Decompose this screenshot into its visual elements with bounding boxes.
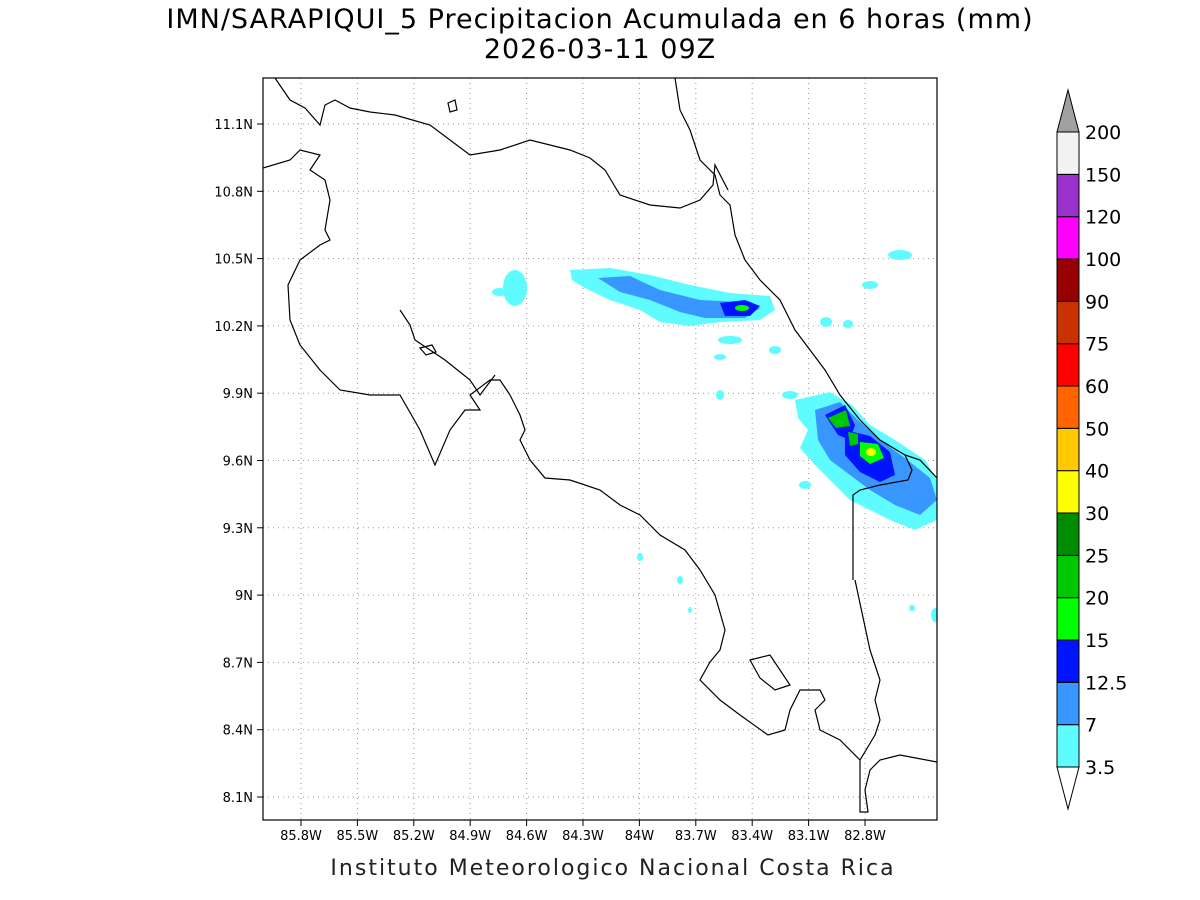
legend-color-bin [1056,554,1080,599]
lon-tick-label: 84.9W [449,829,491,844]
color-legend: 3.5 7 12.5 15 20 25 30 40 50 60 75 90 100 120 150 200 [1056,88,1127,811]
legend-color-bin [1056,639,1080,683]
legend-upper-arrow [1056,88,1080,133]
legend-lower-arrow [1056,766,1080,811]
lat-tick-label: 8.4N [223,724,253,739]
legend-level-label: 200 [1085,122,1121,144]
lat-tick-label: 9.9N [223,387,253,402]
nicoya-inner [399,309,496,397]
lat-tick-label: 10.8N [214,185,253,200]
legend-color-bin [1056,173,1080,218]
legend-color-bin [1056,258,1080,302]
map-title: IMN/SARAPIQUI_5 Precipitacion Acumulada … [166,4,1034,35]
lon-tick-label: 85.2W [393,829,435,844]
lat-tick-label: 11.1N [214,118,253,133]
legend-level-label: 150 [1085,164,1121,186]
legend-color-bin [1056,300,1080,345]
lon-tick-label: 84.3W [562,829,604,844]
legend-level-label: 3.5 [1085,757,1115,779]
legend-level-label: 120 [1085,207,1121,229]
lat-tick-label: 9N [235,589,253,604]
burica-peninsula [859,754,937,813]
legend-level-label: 40 [1085,461,1109,483]
lon-tick-label: 85.5W [336,829,378,844]
legend-color-bin [1056,343,1080,387]
precip-band-north-7 [598,276,760,318]
lat-tick-label: 10.2N [214,320,253,335]
footer-credit: Instituto Meteorologico Nacional Costa R… [330,856,896,881]
panama-border [852,454,913,580]
legend-level-label: 100 [1085,249,1121,271]
lat-tick-label: 8.1N [223,791,253,806]
lat-tick-label: 9.6N [223,455,253,470]
legend-level-label: 75 [1085,334,1109,356]
osa-peninsula [749,654,791,691]
legend-level-label: 60 [1085,376,1109,398]
precip-core-north [735,305,749,311]
legend-color-bin [1056,470,1080,514]
lat-tick-label: 8.7N [223,656,253,671]
lon-tick-label: 83.1W [788,829,830,844]
legend-level-label: 20 [1085,588,1109,610]
precip-patch-west [503,270,527,306]
lon-tick-label: 82.8W [844,829,886,844]
legend-color-bin [1056,597,1080,641]
precip-core-coast [866,448,876,456]
legend-color-bin [1056,681,1080,726]
legend-color-bin [1056,385,1080,429]
legend-color-bin [1056,724,1080,768]
map-subtitle: 2026-03-11 09Z [483,34,717,65]
lon-tick-label: 83.7W [675,829,717,844]
nicaragua-border [274,78,729,209]
legend-level-label: 25 [1085,545,1109,567]
pacific-coast [263,149,881,761]
precipitation-field [492,250,937,622]
lat-tick-label: 9.3N [223,522,253,537]
map-frame [262,77,938,821]
legend-color-bin [1056,131,1080,175]
legend-level-label: 15 [1085,630,1109,652]
caribbean-coast [674,78,937,479]
nicoya-island [418,344,437,356]
lon-tick-label: 83.4W [731,829,773,844]
legend-color-bin [1056,512,1080,556]
lon-tick-label: 84W [625,829,655,844]
coastline-outline [263,78,937,813]
axis-ticks: 85.8W 85.5W 85.2W 84.9W 84.6W 84.3W 84W 83.7W 83… [214,118,886,844]
legend-level-label: 7 [1085,715,1097,737]
lake-nicaragua-island [447,99,458,113]
legend-level-label: 50 [1085,418,1109,440]
lon-tick-label: 85.8W [280,829,322,844]
legend-color-bin [1056,427,1080,472]
legend-level-label: 90 [1085,291,1109,313]
lat-tick-label: 10.5N [214,253,253,268]
legend-level-label: 30 [1085,503,1109,525]
lon-tick-label: 84.6W [506,829,548,844]
legend-level-label: 12.5 [1085,672,1127,694]
legend-color-bin [1056,216,1080,260]
